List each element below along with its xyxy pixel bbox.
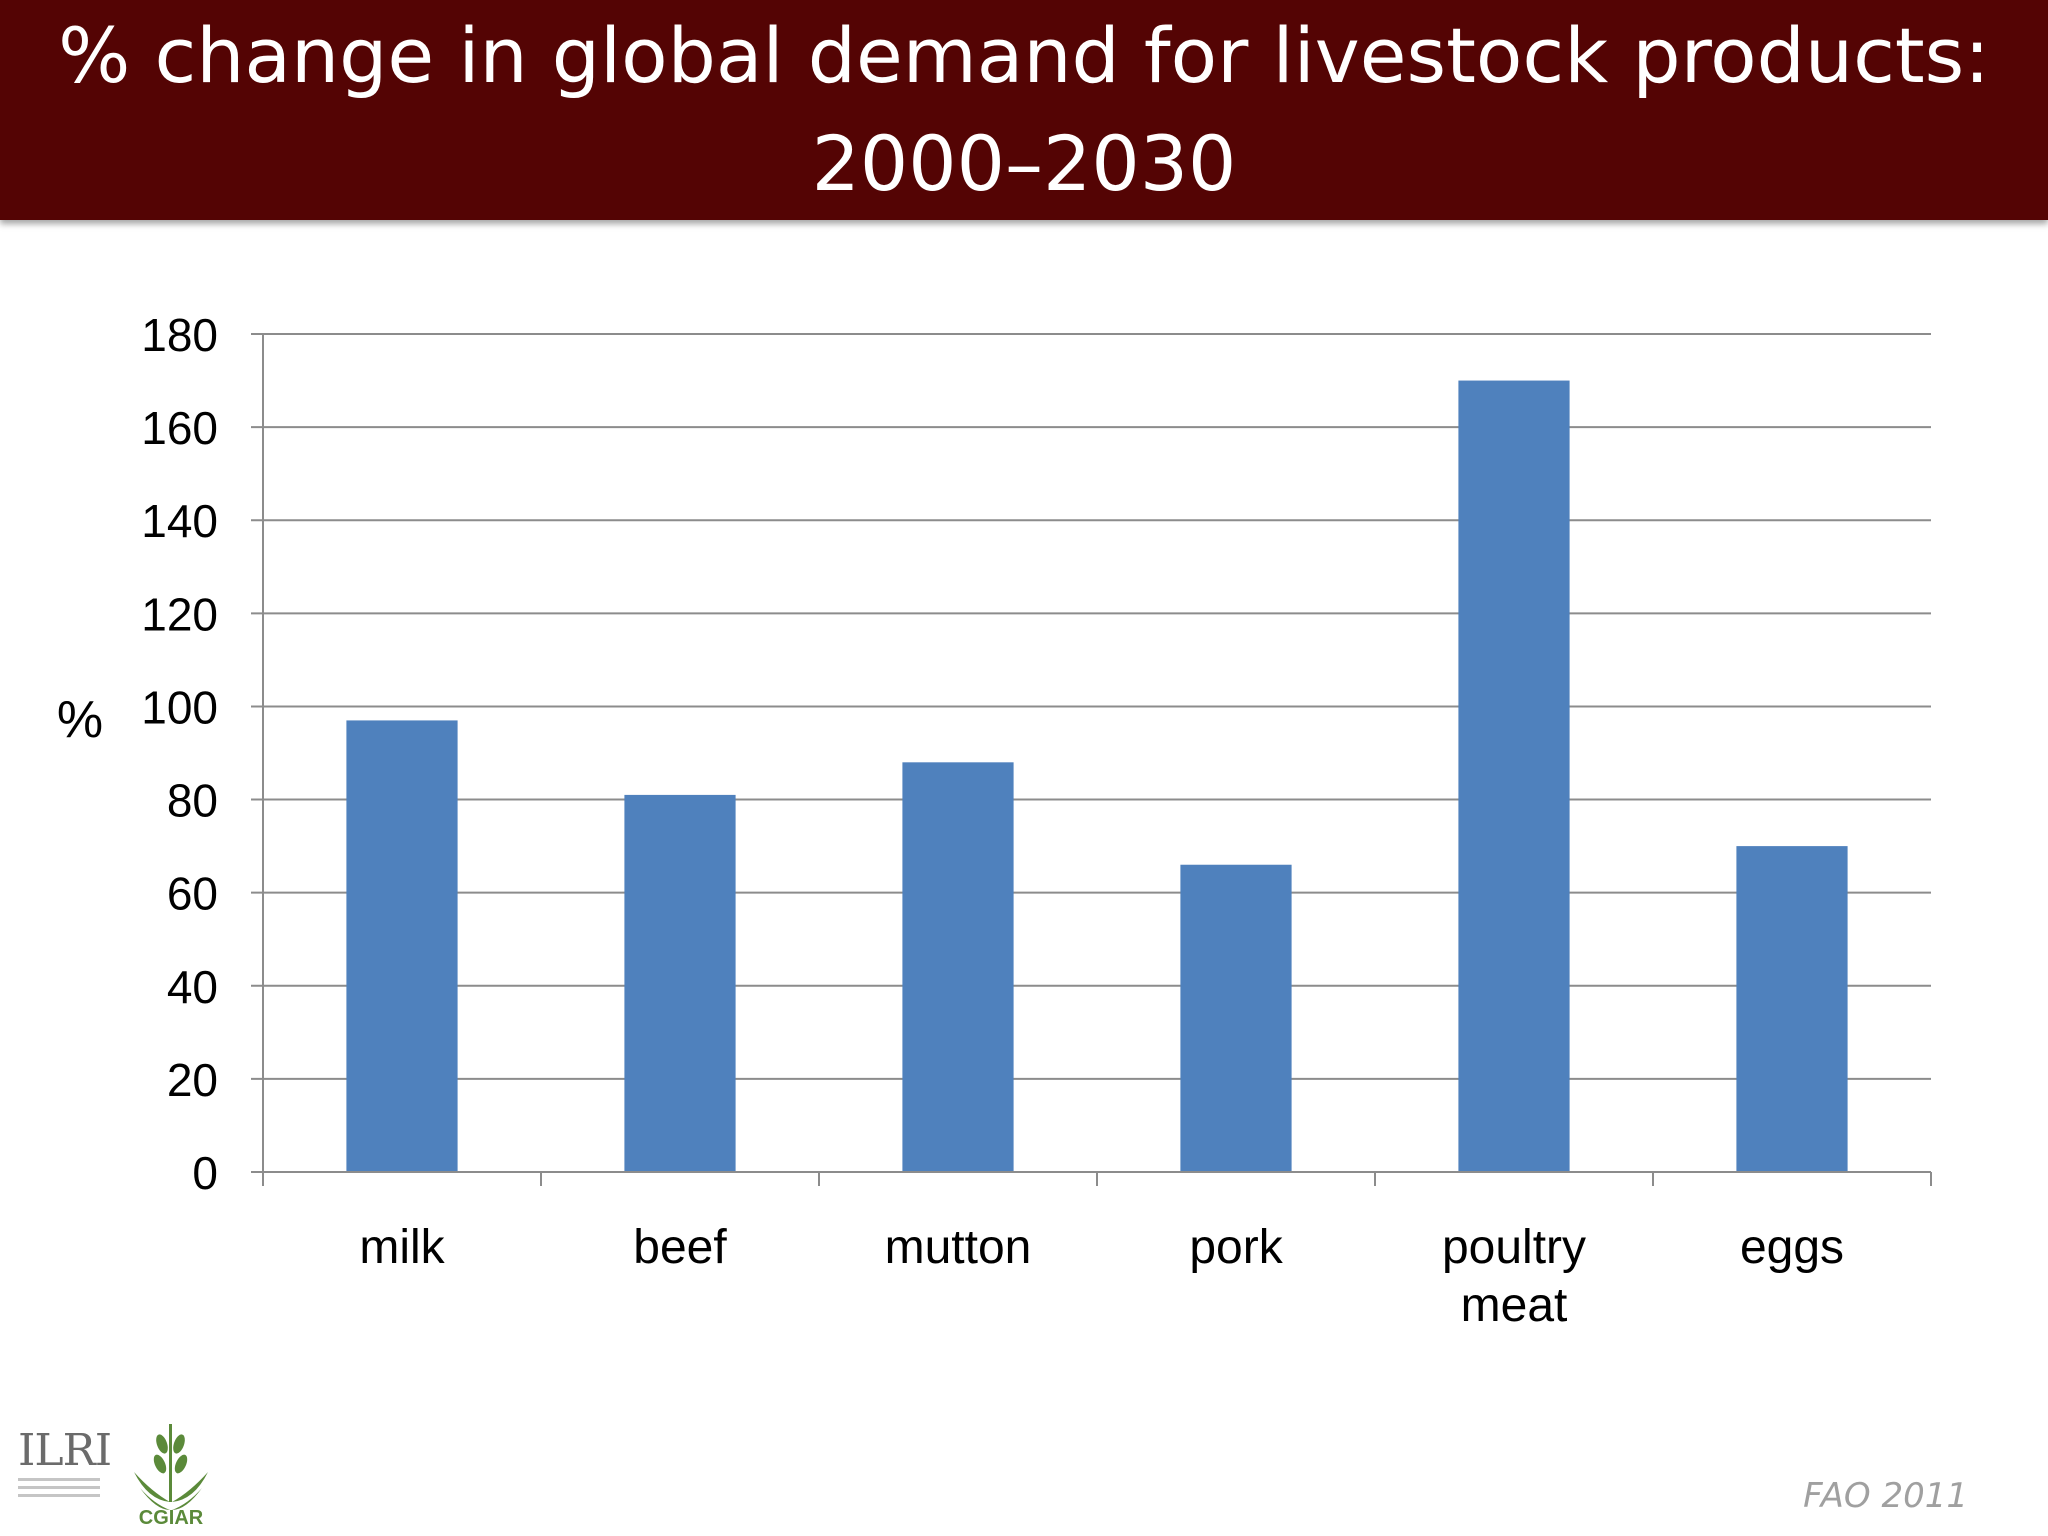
y-tick-label: 40 (167, 961, 218, 1013)
y-tick-labels: 0 20 40 60 80 100 120 140 160 180 (141, 309, 218, 1199)
y-tick-label: 180 (141, 309, 218, 361)
x-tick-label: poultry (1442, 1221, 1586, 1274)
x-tick-label: meat (1461, 1279, 1568, 1332)
y-tick-label: 160 (141, 402, 218, 454)
ilri-logo: ILRI (18, 1425, 112, 1518)
y-tick-label: 100 (141, 681, 218, 733)
y-tick-label: 140 (141, 495, 218, 547)
title-banner: % change in global demand for livestock … (0, 0, 2048, 220)
y-tick-label: 120 (141, 588, 218, 640)
ilri-logo-lines (18, 1478, 108, 1497)
cgiar-logo-text: CGIAR (139, 1507, 204, 1528)
y-axis-label: % (57, 691, 103, 749)
bar (1180, 864, 1292, 1172)
page-title-line-2: 2000–2030 (811, 119, 1237, 208)
x-tick-label: eggs (1740, 1221, 1844, 1274)
bar (902, 762, 1014, 1172)
gridlines (251, 333, 1931, 1080)
y-tick-label: 20 (167, 1054, 218, 1106)
y-tick-label: 80 (167, 775, 218, 827)
axes (251, 334, 1932, 1186)
wheat-icon: CGIAR (134, 1424, 208, 1529)
bar (1458, 380, 1570, 1172)
x-tick-label: beef (633, 1221, 727, 1274)
bar (346, 720, 458, 1172)
x-tick-label: pork (1189, 1221, 1283, 1274)
x-tick-label: milk (359, 1221, 445, 1274)
source-citation: FAO 2011 (1803, 1476, 1968, 1516)
page-title-line-1: % change in global demand for livestock … (58, 11, 1990, 100)
bar (1736, 846, 1848, 1172)
ilri-logo-text: ILRI (18, 1425, 112, 1476)
x-tick-label: mutton (885, 1221, 1032, 1274)
bars (346, 380, 1848, 1172)
y-tick-label: 60 (167, 868, 218, 920)
bar (624, 794, 736, 1172)
cgiar-logo: CGIAR (126, 1418, 216, 1529)
y-tick-label: 0 (192, 1147, 218, 1199)
